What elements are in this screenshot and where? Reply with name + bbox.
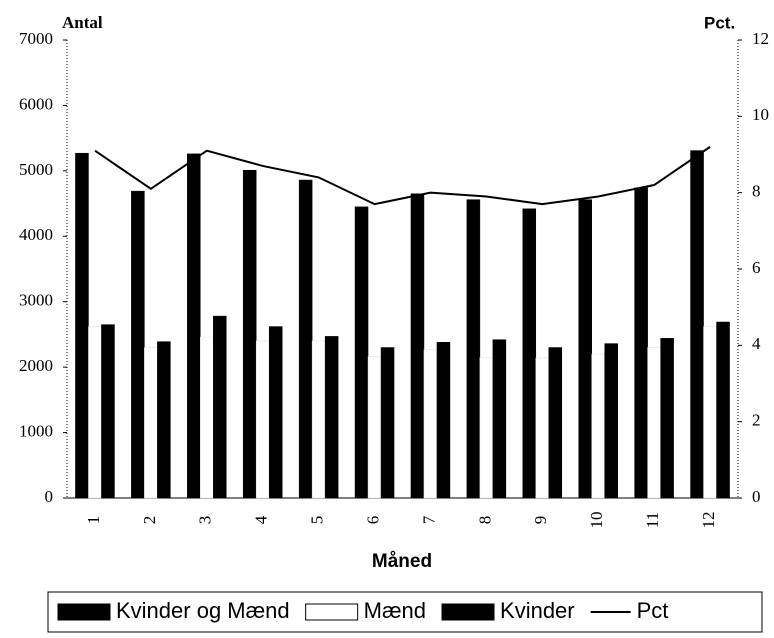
legend-swatch — [305, 603, 359, 621]
bar — [410, 193, 425, 499]
y-tick-label: 6000 — [19, 94, 53, 113]
y2-tick-label: 0 — [752, 487, 761, 506]
y2-tick-label: 6 — [752, 258, 761, 277]
x-tick-label: 4 — [252, 515, 271, 524]
bar — [522, 208, 537, 499]
bar — [367, 356, 382, 499]
bar — [298, 179, 313, 499]
bar — [131, 190, 145, 499]
bar — [144, 347, 158, 499]
x-tick-label: 5 — [308, 516, 327, 525]
legend-box — [47, 591, 763, 633]
bar — [255, 340, 270, 499]
y-tick-label: 0 — [45, 487, 54, 506]
y-axis-title: Antal — [62, 13, 103, 32]
y-tick-label: 7000 — [19, 29, 53, 48]
x-tick-label: 10 — [587, 512, 606, 529]
bar — [423, 349, 438, 499]
bar — [703, 326, 717, 499]
bar — [242, 169, 257, 499]
bar — [213, 315, 227, 499]
bar — [660, 338, 674, 499]
bar — [268, 326, 283, 499]
x-tick-label: 8 — [475, 516, 494, 525]
bar — [578, 199, 592, 499]
bar — [101, 324, 115, 499]
y2-axis-title: Pct. — [704, 13, 735, 32]
x-tick-label: 11 — [643, 512, 662, 528]
y2-tick-label: 10 — [752, 105, 769, 124]
y-tick-label: 2000 — [19, 356, 53, 375]
bar — [548, 347, 563, 499]
bar — [466, 199, 481, 499]
bar — [187, 153, 201, 499]
y-tick-label: 3000 — [19, 291, 53, 310]
legend-label: Kvinder og Mænd — [116, 598, 290, 623]
bar — [591, 353, 605, 499]
bar — [354, 206, 369, 499]
x-tick-label: 9 — [531, 516, 550, 525]
y-tick-label: 5000 — [19, 160, 53, 179]
legend-label: Pct — [637, 598, 669, 623]
x-tick-label: 12 — [699, 512, 718, 529]
x-tick-label: 3 — [196, 516, 215, 525]
bar — [75, 152, 89, 499]
y2-tick-label: 8 — [752, 182, 761, 201]
legend-swatch — [441, 603, 495, 621]
x-tick-label: 2 — [140, 516, 159, 525]
bar — [716, 321, 730, 499]
bar — [634, 187, 648, 499]
y2-tick-label: 4 — [752, 334, 761, 353]
bar — [324, 336, 339, 499]
x-tick-label: 1 — [84, 516, 103, 525]
x-tick-label: 6 — [363, 516, 382, 525]
bar — [200, 336, 214, 499]
bar — [479, 357, 494, 499]
legend-swatch — [57, 603, 111, 621]
y2-tick-label: 12 — [752, 29, 769, 48]
bar — [535, 357, 550, 499]
bar — [311, 340, 326, 499]
bar — [88, 326, 102, 499]
legend-label: Kvinder — [500, 598, 575, 623]
y-tick-label: 1000 — [19, 421, 53, 440]
pct-line — [94, 146, 711, 206]
bar — [604, 343, 618, 499]
y-tick-label: 4000 — [19, 225, 53, 244]
bar — [157, 341, 171, 499]
bar — [380, 347, 395, 499]
x-tick-label: 7 — [419, 515, 438, 524]
bar — [690, 150, 704, 499]
bar — [492, 339, 507, 499]
bar — [436, 342, 451, 499]
x-axis-title: Måned — [372, 551, 432, 572]
legend-label: Mænd — [364, 598, 426, 623]
bar — [647, 347, 661, 499]
y2-tick-label: 2 — [752, 411, 761, 430]
